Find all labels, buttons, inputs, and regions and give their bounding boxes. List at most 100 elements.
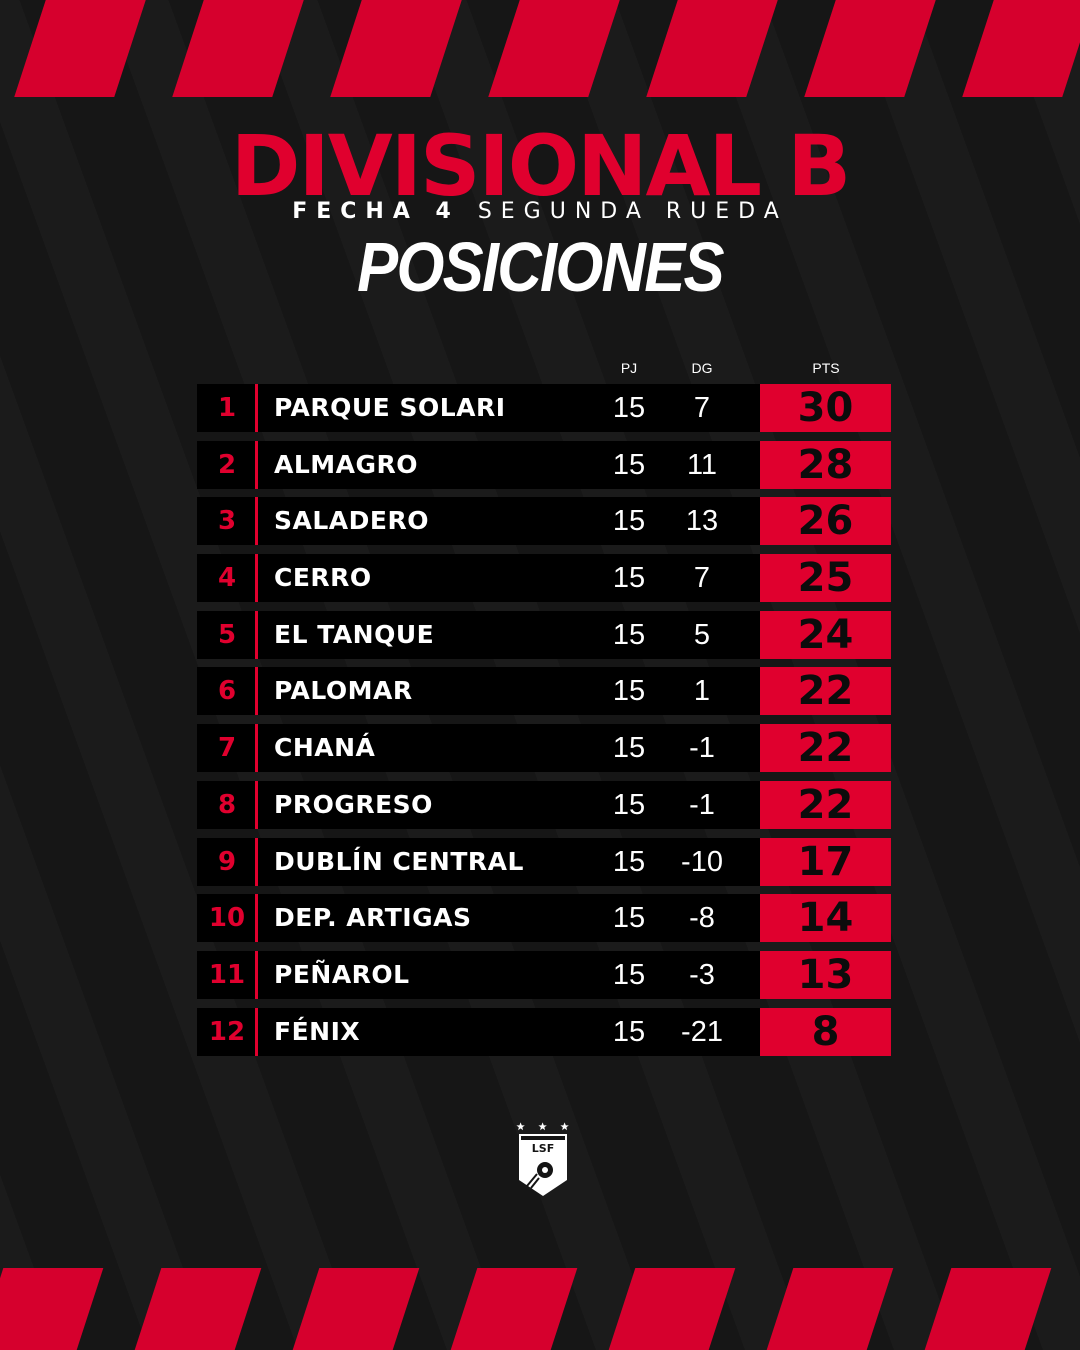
red-stripe [962, 0, 1080, 97]
games-played-cell: 15 [612, 505, 646, 538]
row-separator [255, 724, 258, 773]
red-stripe [134, 1268, 262, 1350]
row-separator [255, 837, 258, 886]
position-cell: 5 [217, 619, 237, 650]
goal-difference-cell: 1 [693, 675, 711, 708]
points-cell: 8 [760, 1007, 891, 1056]
goal-difference-cell: -3 [689, 958, 715, 991]
position-cell: 4 [217, 563, 237, 594]
position-cell: 9 [217, 846, 237, 877]
position-cell: 1 [217, 393, 237, 423]
goal-difference-cell: 7 [693, 392, 711, 424]
position-cell: 11 [208, 959, 246, 990]
red-stripe [330, 0, 462, 97]
logo-text: LSF [532, 1142, 554, 1155]
table-row: 9 DUBLÍN CENTRAL 15 -10 17 [197, 837, 891, 886]
goal-difference-cell: -21 [681, 1015, 723, 1048]
table-row: 2 ALMAGRO 15 11 28 [197, 440, 891, 489]
row-separator [255, 440, 258, 489]
team-name-cell: DUBLÍN CENTRAL [274, 846, 524, 876]
position-cell: 6 [217, 676, 237, 707]
games-played-cell: 15 [612, 448, 646, 481]
bottom-stripe-band [0, 1268, 1080, 1350]
games-played-cell: 15 [612, 845, 646, 878]
team-name-cell: PALOMAR [274, 676, 413, 706]
points-cell: 26 [760, 497, 891, 546]
position-cell: 12 [208, 1016, 246, 1047]
games-played-cell: 15 [612, 675, 646, 708]
table-row: 5 EL TANQUE 15 5 24 [197, 610, 891, 659]
points-cell: 14 [760, 894, 891, 943]
row-separator [255, 667, 258, 716]
red-stripe [0, 1268, 104, 1350]
games-played-cell: 15 [612, 958, 646, 991]
red-stripe [14, 0, 146, 97]
team-name-cell: PEÑAROL [274, 959, 410, 989]
table-row: 12 FÉNIX 15 -21 8 [197, 1007, 891, 1056]
games-played-cell: 15 [612, 392, 646, 424]
table-row: 11 PEÑAROL 15 -3 13 [197, 950, 891, 999]
row-separator [255, 1007, 258, 1056]
column-header-pts: PTS [812, 360, 840, 376]
games-played-cell: 15 [612, 1015, 646, 1048]
points-cell: 17 [760, 837, 891, 886]
games-played-cell: 15 [612, 788, 646, 821]
row-separator [255, 610, 258, 659]
team-name-cell: CHANÁ [274, 733, 376, 763]
team-name-cell: ALMAGRO [274, 449, 419, 479]
position-cell: 3 [217, 506, 237, 537]
red-stripe [646, 0, 778, 97]
team-name-cell: PARQUE SOLARI [274, 393, 506, 422]
points-cell: 22 [760, 667, 891, 716]
goal-difference-cell: 13 [685, 505, 719, 538]
league-shield-icon: LSF [516, 1122, 569, 1196]
red-stripe [172, 0, 304, 97]
row-separator [255, 950, 258, 999]
team-name-cell: FÉNIX [274, 1016, 361, 1046]
table-row: 8 PROGRESO 15 -1 22 [197, 780, 891, 829]
team-name-cell: EL TANQUE [274, 619, 435, 649]
red-stripe [804, 0, 936, 97]
column-header-pj: PJ [620, 360, 638, 376]
stage-label: SEGUNDA RUEDA [477, 199, 788, 224]
goal-difference-cell: -10 [681, 845, 723, 878]
standings-table: 1 PARQUE SOLARI 15 7 30 2 ALMAGRO 15 11 28 3 SALADE… [197, 384, 891, 1064]
page-title: DIVISIONAL B [230, 117, 852, 215]
points-cell: 30 [760, 384, 891, 432]
red-stripe [292, 1268, 420, 1350]
row-separator [255, 894, 258, 943]
top-stripe-band [0, 0, 1080, 97]
red-stripe [924, 1268, 1052, 1350]
red-stripe [450, 1268, 578, 1350]
round-label: FECHA 4 [292, 199, 460, 224]
goal-difference-cell: 11 [686, 448, 718, 481]
row-separator [255, 780, 258, 829]
goal-difference-cell: -8 [689, 902, 715, 935]
red-stripe [488, 0, 620, 97]
team-name-cell: SALADERO [274, 506, 429, 536]
table-row: 1 PARQUE SOLARI 15 7 30 [197, 384, 891, 432]
goal-difference-cell: 5 [693, 618, 711, 651]
points-cell: 22 [760, 780, 891, 829]
table-row: 3 SALADERO 15 13 26 [197, 497, 891, 546]
table-row: 6 PALOMAR 15 1 22 [197, 667, 891, 716]
red-stripe [766, 1268, 894, 1350]
row-separator [255, 384, 258, 432]
section-heading: POSICIONES [357, 228, 725, 306]
team-name-cell: PROGRESO [274, 789, 433, 819]
games-played-cell: 15 [612, 732, 646, 765]
games-played-cell: 15 [612, 562, 646, 595]
points-cell: 24 [760, 610, 891, 659]
position-cell: 8 [217, 789, 237, 820]
red-stripe [608, 1268, 736, 1350]
goal-difference-cell: -1 [689, 788, 715, 821]
points-cell: 22 [760, 724, 891, 773]
row-separator [255, 497, 258, 546]
position-cell: 2 [217, 449, 237, 480]
position-cell: 10 [208, 903, 246, 934]
points-cell: 25 [760, 554, 891, 603]
table-row: 4 CERRO 15 7 25 [197, 554, 891, 603]
points-cell: 28 [760, 440, 891, 489]
column-header-dg: DG [691, 360, 713, 376]
